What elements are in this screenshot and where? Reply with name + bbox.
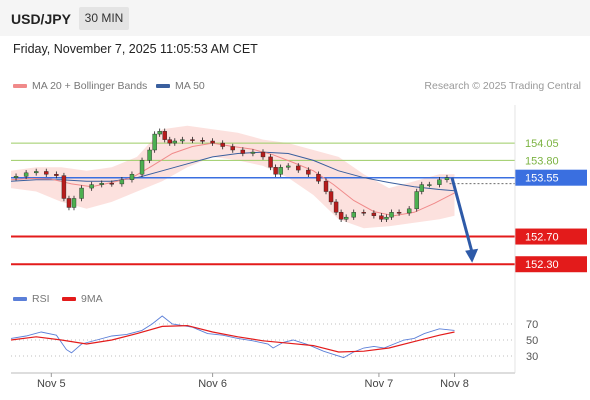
candle-body	[61, 175, 67, 199]
candle-body	[167, 139, 172, 144]
candle-body	[427, 184, 432, 186]
candle-body	[384, 216, 389, 220]
candle-body	[343, 216, 349, 220]
candle-body	[273, 167, 278, 175]
chart-credit: Research © 2025 Trading Central	[424, 80, 581, 92]
header-bar: USD/JPY 30 MIN	[0, 0, 590, 36]
level-label-152.70: 152.70	[525, 232, 559, 244]
level-tag-153.55	[515, 169, 587, 186]
candle-body	[89, 184, 94, 189]
candle-body	[250, 151, 256, 154]
level-tag-152.30	[515, 256, 587, 273]
chart-datetime: Friday, November 7, 2025 11:05:53 AM CET	[13, 42, 258, 56]
legend-9ma-label: 9MA	[81, 293, 103, 305]
candle-body	[328, 191, 334, 203]
candle-body	[23, 172, 29, 177]
candle-body	[361, 212, 366, 214]
candle-body	[180, 139, 185, 142]
candle-body	[316, 174, 321, 182]
candle-body	[220, 142, 225, 147]
legend-rsi-label: RSI	[32, 293, 50, 305]
candle-body	[306, 169, 311, 175]
rsi-tick-label: 30	[526, 351, 538, 363]
candle-body	[79, 187, 84, 199]
candle-body	[139, 160, 145, 175]
candle-body	[419, 184, 424, 192]
legend-rsi-swatch	[13, 297, 27, 302]
candle-body	[268, 156, 273, 168]
candle-body	[437, 179, 442, 185]
candle-body	[71, 198, 77, 208]
candle-body	[414, 191, 419, 210]
legend-ma20-swatch	[13, 84, 27, 89]
forecast-arrow-head	[465, 248, 479, 263]
legend-rsi: RSI	[13, 293, 50, 305]
legend-ma20: MA 20 + Bollinger Bands	[13, 80, 147, 92]
candle-body	[396, 212, 402, 214]
level-label-153.80: 153.80	[525, 155, 559, 167]
candle-body	[371, 212, 377, 216]
candle-body	[333, 201, 339, 213]
candle-body	[172, 140, 178, 144]
candle-body	[338, 212, 344, 220]
symbol-label: USD/JPY	[11, 11, 71, 27]
candle-body	[109, 183, 115, 185]
ma50-line	[10, 151, 455, 192]
candle-body	[240, 149, 246, 154]
candle-body	[406, 208, 412, 214]
legend-ma20-label: MA 20 + Bollinger Bands	[32, 80, 148, 92]
timeframe-button[interactable]: 30 MIN	[79, 7, 129, 30]
candle-body	[389, 212, 394, 218]
candle-body	[147, 149, 152, 161]
candle-body	[66, 198, 72, 208]
legend-9ma-swatch	[62, 297, 76, 302]
level-tag-152.70	[515, 228, 587, 245]
x-tick-label: Nov 6	[198, 378, 227, 390]
candle-body	[157, 131, 162, 135]
candle-body	[296, 165, 301, 171]
candle-body	[44, 171, 49, 175]
candle-body	[129, 174, 135, 180]
candle-body	[210, 140, 215, 144]
legend-ma50: MA 50	[156, 80, 205, 92]
candle-body	[162, 131, 167, 140]
candle-body	[99, 183, 104, 185]
x-tick-label: Nov 7	[365, 378, 394, 390]
candle-body	[152, 133, 157, 151]
rsi-series-9ma	[10, 324, 455, 353]
candle-body	[54, 174, 59, 176]
level-label-152.30: 152.30	[525, 259, 559, 271]
candle-body	[34, 171, 39, 174]
candle-body	[119, 179, 125, 185]
rsi-tick-label: 50	[526, 335, 538, 347]
x-tick-label: Nov 5	[37, 378, 66, 390]
rsi-tick-label: 70	[526, 319, 538, 331]
candle-body	[323, 180, 329, 192]
x-tick-label: Nov 8	[440, 378, 469, 390]
legend-ma50-label: MA 50	[175, 80, 205, 92]
candle-body	[190, 139, 195, 141]
candle-body	[278, 167, 283, 175]
legend-ma50-swatch	[156, 84, 170, 89]
rsi-series-rsi	[10, 315, 455, 359]
legend-9ma: 9MA	[62, 293, 103, 305]
candle-body	[13, 176, 19, 178]
candle-body	[444, 177, 450, 180]
candle-body	[260, 151, 266, 158]
level-label-154.05: 154.05	[525, 138, 559, 150]
level-label-153.55: 153.55	[525, 173, 559, 185]
bollinger-band	[11, 125, 455, 229]
forecast-arrow-shaft	[450, 177, 474, 254]
candle-body	[286, 165, 291, 168]
candle-body	[230, 146, 235, 151]
candle-body	[379, 215, 384, 220]
candle-body	[200, 140, 205, 142]
candle-body	[351, 212, 356, 218]
